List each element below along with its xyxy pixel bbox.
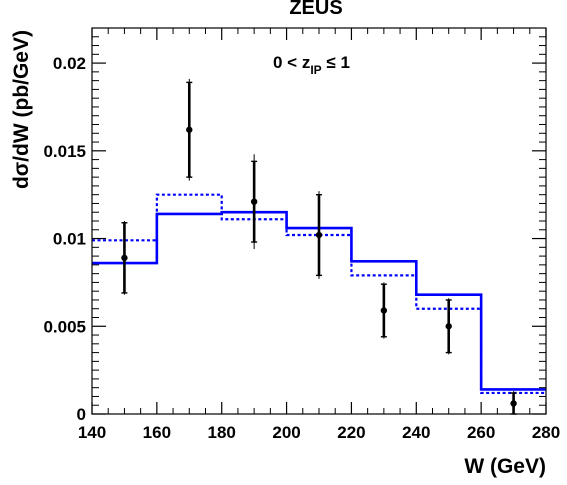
data-point: [510, 400, 517, 407]
x-tick-label: 160: [143, 423, 171, 442]
y-tick-label: 0.02: [53, 54, 86, 73]
data-point: [445, 323, 452, 330]
data-point: [186, 126, 193, 133]
axes: 140 160 180 200 220 240 260 280 0 0.005 0.01 0.015 0…: [43, 27, 560, 442]
x-tick-label: 260: [467, 423, 495, 442]
chart-title: ZEUS: [289, 0, 342, 19]
x-tick-label: 200: [272, 423, 300, 442]
plot-frame: [91, 27, 547, 415]
y-tick-label: 0: [77, 405, 86, 424]
data-point: [315, 231, 323, 239]
data-point: [250, 198, 258, 205]
annotation-tail: ≤ 1: [322, 53, 350, 72]
y-tick-label: 0.015: [43, 142, 86, 161]
y-tick-label: 0.01: [53, 230, 86, 249]
prediction-dotted-line: [92, 193, 546, 395]
x-axis-label: W (GeV): [464, 455, 546, 478]
x-tick-label: 180: [208, 423, 236, 442]
annotation-sub: IP: [310, 63, 321, 77]
chart-annotation: 0 < zIP ≤ 1: [273, 53, 350, 77]
annotation-main: 0 < z: [273, 53, 310, 72]
x-tick-label: 280: [532, 423, 560, 442]
y-axis-label: dσ/dW (pb/GeV): [10, 30, 33, 189]
data-point: [380, 307, 388, 314]
data-point: [121, 254, 128, 262]
x-tick-label: 240: [402, 423, 430, 442]
x-tick-label: 140: [78, 423, 106, 442]
data-points-layer: [121, 78, 517, 415]
x-tick-label: 220: [337, 423, 365, 442]
y-tick-label: 0.005: [43, 317, 86, 336]
